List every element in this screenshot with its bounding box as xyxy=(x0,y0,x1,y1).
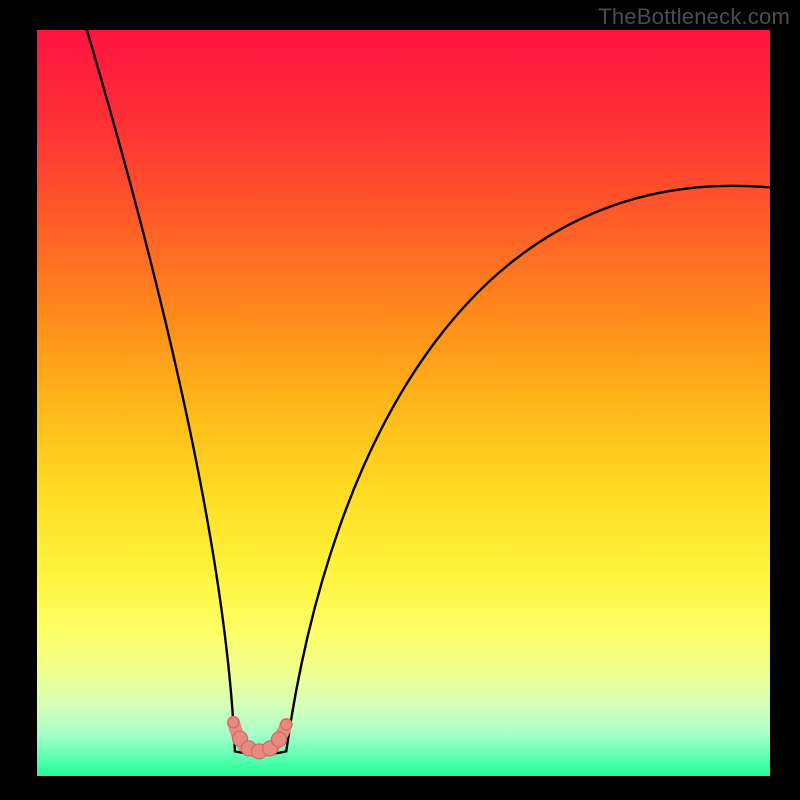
notch-dot xyxy=(271,732,286,747)
notch-dot xyxy=(228,717,239,728)
watermark-text: TheBottleneck.com xyxy=(598,4,790,30)
curve-overlay xyxy=(37,30,770,776)
frame: TheBottleneck.com xyxy=(0,0,800,800)
plot-area xyxy=(37,30,770,776)
bottleneck-curve xyxy=(85,30,770,754)
notch-dot xyxy=(281,719,292,730)
